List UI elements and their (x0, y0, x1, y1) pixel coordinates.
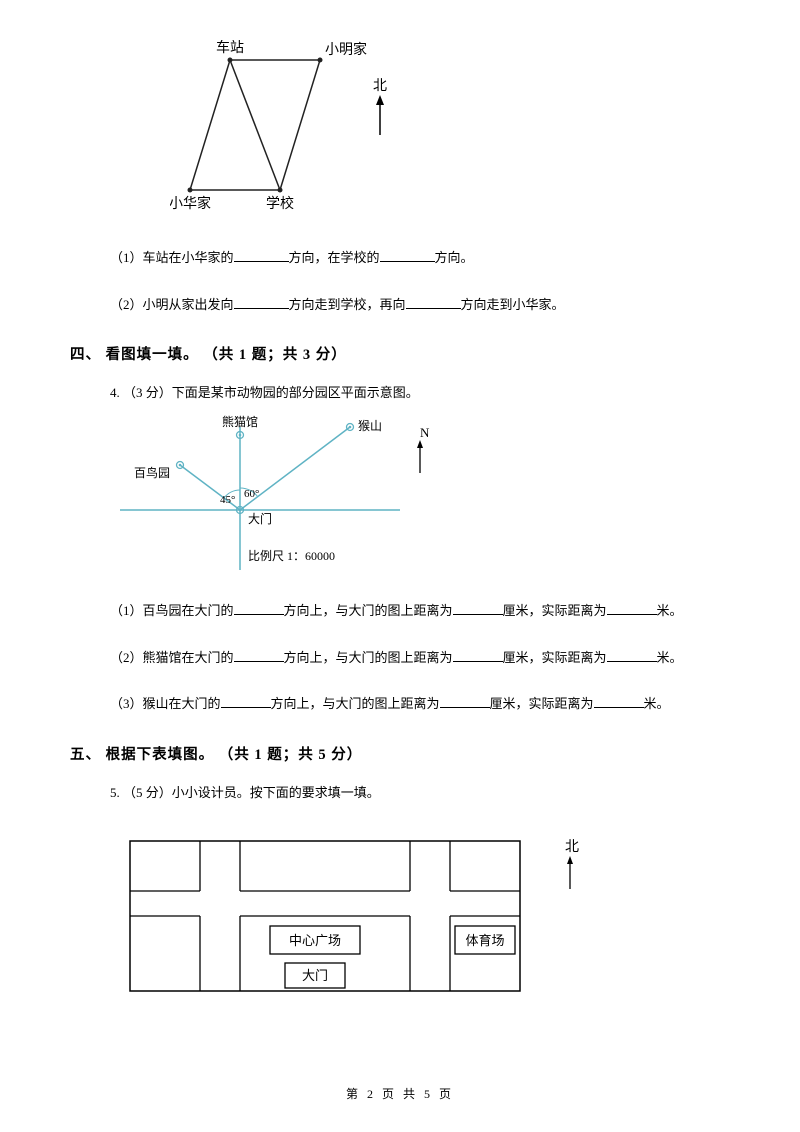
q3-p1-t3: 方向。 (435, 250, 474, 265)
q4-part3: （3）猴山在大门的 方向上，与大门的图上距离为 厘米，实际距离为 米。 (110, 690, 730, 719)
q4-p1-t2: 方向上，与大门的图上距离为 (284, 603, 453, 618)
q4-p2-t1: （2）熊猫馆在大门的 (110, 650, 234, 665)
q4-p2-t4: 米。 (657, 650, 683, 665)
svg-text:百鸟园: 百鸟园 (134, 465, 170, 480)
q4-part1: （1）百鸟园在大门的 方向上，与大门的图上距离为 厘米，实际距离为 米。 (110, 597, 730, 626)
svg-text:北: 北 (565, 839, 579, 855)
blank[interactable] (234, 248, 289, 262)
svg-text:大门: 大门 (248, 511, 272, 526)
q4-part2: （2）熊猫馆在大门的 方向上，与大门的图上距离为 厘米，实际距离为 米。 (110, 644, 730, 673)
svg-text:体育场: 体育场 (465, 933, 504, 948)
blank[interactable] (594, 694, 644, 708)
q4-p3-t3: 厘米，实际距离为 (490, 696, 594, 711)
q4-p1-t1: （1）百鸟园在大门的 (110, 603, 234, 618)
q5-intro: 5. （5 分）小小设计员。按下面的要求填一填。 (110, 782, 730, 801)
svg-text:北: 北 (373, 78, 387, 94)
svg-text:车站: 车站 (216, 40, 244, 56)
q3-diagram: 车站 小明家 小华家 学校 北 (170, 40, 730, 224)
svg-text:N: N (420, 425, 430, 440)
blank[interactable] (234, 601, 284, 615)
q4-diagram: 45° 60° 熊猫馆 猴山 百鸟园 大门 比例尺 1：60000 N (120, 415, 730, 579)
svg-text:大门: 大门 (302, 968, 328, 983)
section-5-header: 五、 根据下表填图。 （共 1 题；共 5 分） (70, 743, 730, 764)
blank[interactable] (406, 295, 461, 309)
q4-intro: 4. （3 分）下面是某市动物园的部分园区平面示意图。 (110, 382, 730, 401)
q3-p1-t1: （1）车站在小华家的 (110, 250, 234, 265)
blank[interactable] (440, 694, 490, 708)
blank[interactable] (380, 248, 435, 262)
q4-p3-t4: 米。 (644, 696, 670, 711)
svg-text:熊猫馆: 熊猫馆 (222, 415, 258, 429)
blank[interactable] (453, 601, 503, 615)
q4-p1-t4: 米。 (657, 603, 683, 618)
q3-p2-t2: 方向走到学校，再向 (289, 297, 406, 312)
page-footer: 第 2 页 共 5 页 (0, 1085, 800, 1102)
blank[interactable] (234, 295, 289, 309)
q4-p2-t2: 方向上，与大门的图上距离为 (284, 650, 453, 665)
svg-text:45°: 45° (220, 494, 235, 506)
svg-text:猴山: 猴山 (358, 419, 382, 433)
blank[interactable] (453, 648, 503, 662)
blank[interactable] (607, 648, 657, 662)
q4-p1-t3: 厘米，实际距离为 (503, 603, 607, 618)
q3-part1: （1）车站在小华家的 方向，在学校的 方向。 (110, 244, 730, 273)
svg-text:60°: 60° (244, 488, 259, 500)
q4-p2-t3: 厘米，实际距离为 (503, 650, 607, 665)
q4-p3-t2: 方向上，与大门的图上距离为 (271, 696, 440, 711)
blank[interactable] (607, 601, 657, 615)
blank[interactable] (234, 648, 284, 662)
section-4-header: 四、 看图填一填。 （共 1 题；共 3 分） (70, 343, 730, 364)
svg-text:比例尺 1：60000: 比例尺 1：60000 (248, 549, 335, 563)
q5-diagram: 中心广场 体育场 大门 北 (120, 831, 730, 1005)
q3-part2: （2）小明从家出发向 方向走到学校，再向 方向走到小华家。 (110, 291, 730, 320)
q4-p3-t1: （3）猴山在大门的 (110, 696, 221, 711)
blank[interactable] (221, 694, 271, 708)
svg-text:小明家: 小明家 (325, 41, 367, 58)
q3-p1-t2: 方向，在学校的 (289, 250, 380, 265)
svg-text:学校: 学校 (266, 195, 294, 212)
q3-p2-t1: （2）小明从家出发向 (110, 297, 234, 312)
svg-text:小华家: 小华家 (170, 195, 211, 212)
svg-text:中心广场: 中心广场 (289, 933, 341, 948)
q3-p2-t3: 方向走到小华家。 (461, 297, 565, 312)
